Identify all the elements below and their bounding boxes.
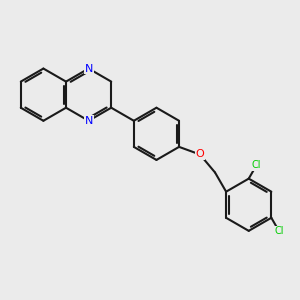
Text: N: N <box>84 64 93 74</box>
Text: Cl: Cl <box>252 160 261 170</box>
Text: O: O <box>196 149 204 160</box>
Text: Cl: Cl <box>274 226 284 236</box>
Text: N: N <box>84 116 93 126</box>
